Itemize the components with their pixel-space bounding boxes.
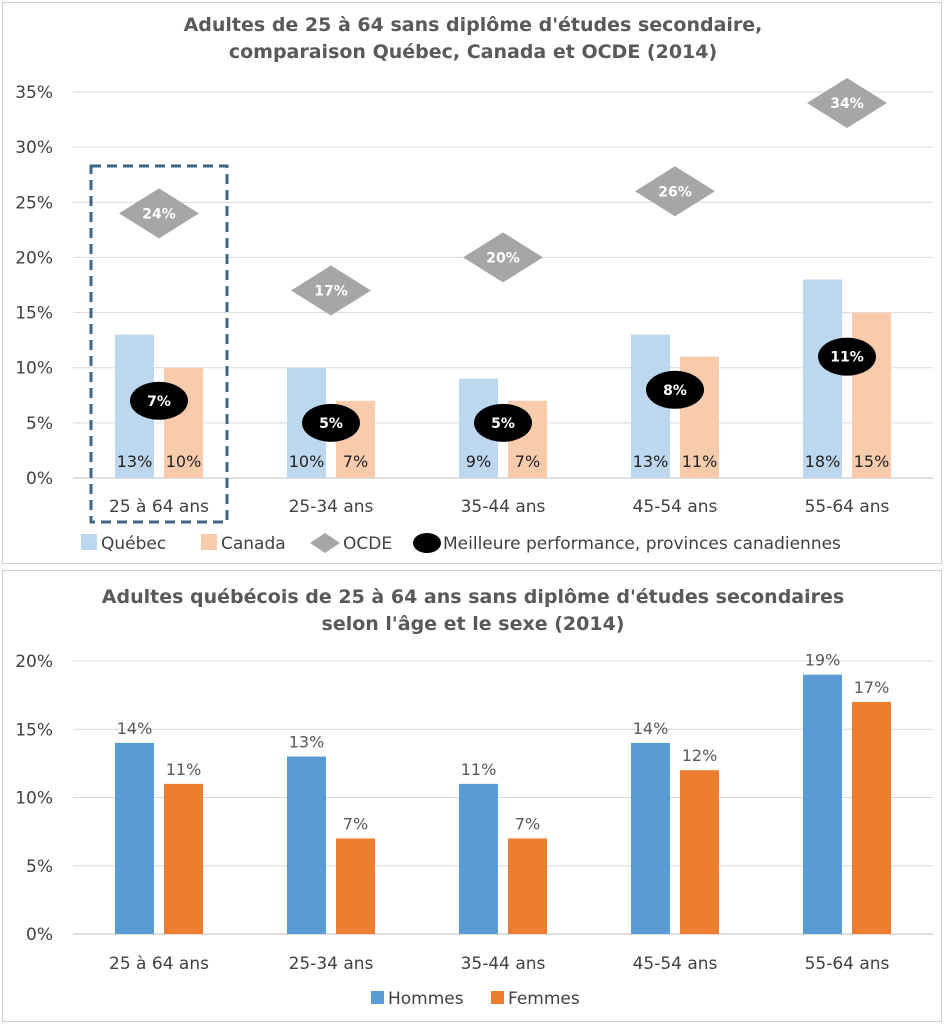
oecd-marker <box>463 232 543 283</box>
x-category-label: 25-34 ans <box>289 954 374 974</box>
chart-title-line: comparaison Québec, Canada et OCDE (2014… <box>229 41 717 63</box>
oecd-marker <box>807 78 887 129</box>
y-tick-label: 10% <box>15 359 53 379</box>
x-category-label: 25 à 64 ans <box>109 497 209 517</box>
best-performance-marker <box>646 370 704 409</box>
chart-bottom: Adultes québécois de 25 à 64 ans sans di… <box>15 586 933 1009</box>
best-performance-marker <box>302 403 360 442</box>
chart-title-line: Adultes québécois de 25 à 64 ans sans di… <box>102 586 844 608</box>
bar-value-label: 11% <box>166 760 202 779</box>
best-performance-marker <box>818 337 876 376</box>
oecd-value-label: 24% <box>142 206 176 222</box>
oecd-marker <box>291 265 371 316</box>
best-performance-value-label: 5% <box>319 416 343 432</box>
bar-value-label: 14% <box>117 719 153 738</box>
bar-value-label: 12% <box>682 746 718 765</box>
best-performance-marker <box>130 381 188 420</box>
y-tick-label: 25% <box>15 193 53 213</box>
bar-value-label: 7% <box>343 814 368 833</box>
legend-swatch-best <box>413 533 441 553</box>
legend-swatch-hommes <box>371 991 384 1004</box>
bar-value-label: 7% <box>515 452 540 471</box>
y-tick-label: 15% <box>15 720 53 740</box>
bar-value-label: 13% <box>633 452 669 471</box>
legend-swatch-quebec <box>81 534 97 550</box>
legend-label: OCDE <box>343 534 392 554</box>
oecd-marker <box>635 166 715 217</box>
bar-value-label: 13% <box>289 733 325 752</box>
bar-value-label: 17% <box>854 678 890 697</box>
chart-panel-top: Adultes de 25 à 64 sans diplôme d'études… <box>2 2 942 564</box>
y-tick-label: 5% <box>26 414 53 434</box>
bar-value-label: 11% <box>461 760 497 779</box>
bar-hommes <box>459 783 498 934</box>
bar-value-label: 7% <box>515 814 540 833</box>
best-performance-value-label: 7% <box>147 394 171 410</box>
bar-value-label: 9% <box>466 452 491 471</box>
chart-top: Adultes de 25 à 64 sans diplôme d'études… <box>15 14 933 554</box>
bar-femmes <box>164 783 203 934</box>
bar-value-label: 11% <box>682 452 718 471</box>
best-performance-marker <box>474 403 532 442</box>
x-category-label: 55-64 ans <box>805 954 890 974</box>
oecd-value-label: 26% <box>658 184 692 200</box>
best-performance-value-label: 5% <box>491 416 515 432</box>
bar-femmes <box>508 838 547 934</box>
y-tick-label: 20% <box>15 248 53 268</box>
x-category-label: 55-64 ans <box>805 497 890 517</box>
oecd-value-label: 20% <box>486 250 520 266</box>
y-tick-label: 0% <box>26 469 53 489</box>
bar-value-label: 10% <box>289 452 325 471</box>
legend-label: Québec <box>101 534 166 554</box>
y-tick-label: 0% <box>26 925 53 945</box>
bar-quebec <box>803 279 842 478</box>
bar-femmes <box>680 770 719 934</box>
bar-value-label: 14% <box>633 719 669 738</box>
y-tick-label: 15% <box>15 304 53 324</box>
chart-panel-bottom: Adultes québécois de 25 à 64 ans sans di… <box>2 570 942 1022</box>
legend-label: Meilleure performance, provinces canadie… <box>443 534 841 554</box>
bar-femmes <box>852 701 891 934</box>
bar-value-label: 19% <box>805 651 841 670</box>
bar-femmes <box>336 838 375 934</box>
bar-value-label: 15% <box>854 452 890 471</box>
chart-title-line: Adultes de 25 à 64 sans diplôme d'études… <box>184 14 763 36</box>
highlight-box <box>89 164 229 524</box>
oecd-value-label: 17% <box>314 284 348 300</box>
bar-value-label: 10% <box>166 452 202 471</box>
bar-value-label: 7% <box>343 452 368 471</box>
bar-hommes <box>287 756 326 934</box>
y-tick-label: 20% <box>15 652 53 672</box>
x-category-label: 25-34 ans <box>289 497 374 517</box>
oecd-marker <box>119 188 199 239</box>
bar-hommes <box>631 742 670 934</box>
y-tick-label: 35% <box>15 83 53 103</box>
best-performance-value-label: 8% <box>663 383 687 399</box>
chart-title-line: selon l'âge et le sexe (2014) <box>322 613 625 635</box>
legend-label: Hommes <box>388 989 464 1009</box>
legend-label: Canada <box>221 534 286 554</box>
legend-swatch-oecd <box>310 533 340 553</box>
oecd-value-label: 34% <box>830 96 864 112</box>
y-tick-label: 30% <box>15 138 53 158</box>
bar-value-label: 13% <box>117 452 153 471</box>
bar-hommes <box>115 742 154 934</box>
legend-swatch-canada <box>201 534 217 550</box>
bar-hommes <box>803 674 842 934</box>
x-category-label: 45-54 ans <box>633 954 718 974</box>
x-category-label: 35-44 ans <box>461 497 546 517</box>
y-tick-label: 5% <box>26 857 53 877</box>
x-category-label: 45-54 ans <box>633 497 718 517</box>
best-performance-value-label: 11% <box>830 350 864 366</box>
bar-value-label: 18% <box>805 452 841 471</box>
x-category-label: 25 à 64 ans <box>109 954 209 974</box>
legend-label: Femmes <box>508 989 580 1009</box>
legend-swatch-femmes <box>491 991 504 1004</box>
x-category-label: 35-44 ans <box>461 954 546 974</box>
y-tick-label: 10% <box>15 789 53 809</box>
